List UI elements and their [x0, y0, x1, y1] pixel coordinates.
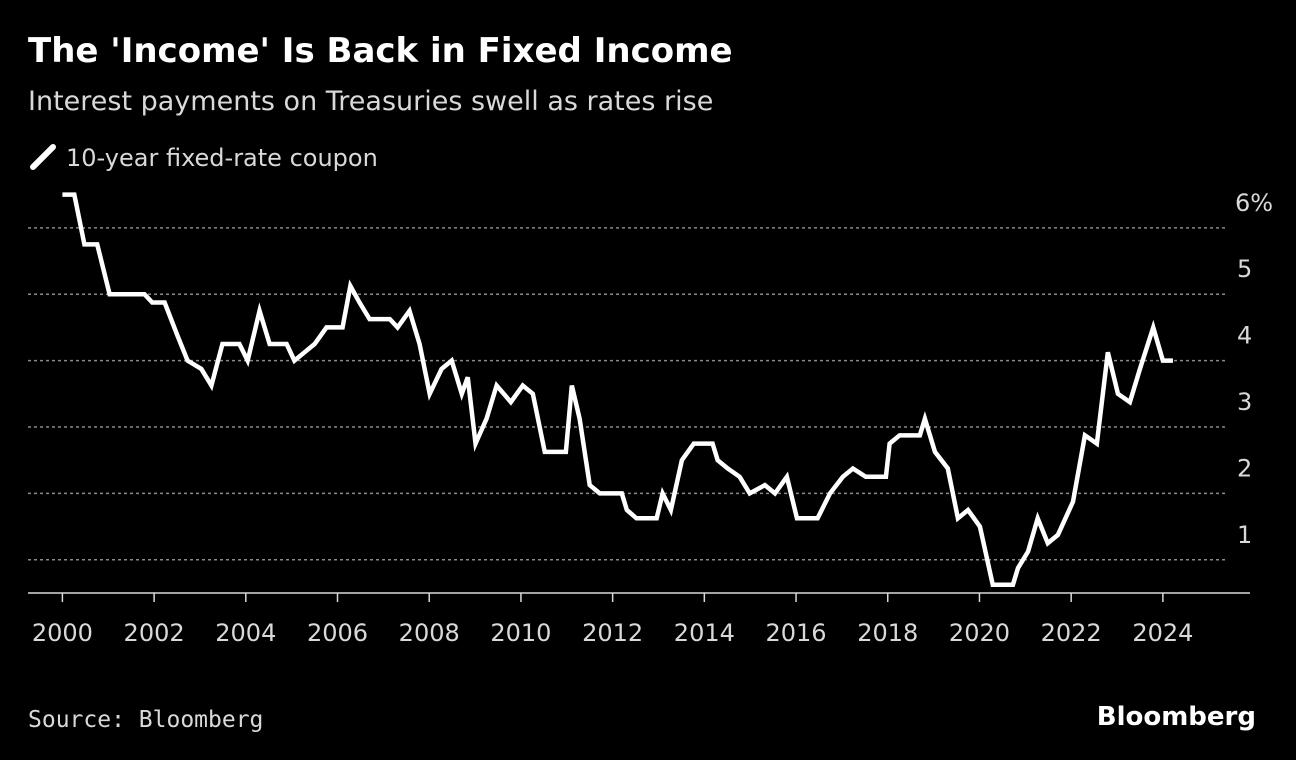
- x-tick-label: 2004: [215, 619, 276, 647]
- x-tick-label: 2020: [949, 619, 1010, 647]
- y-tick-label: 4: [1237, 322, 1252, 350]
- legend-label: 10-year fixed-rate coupon: [66, 144, 378, 172]
- x-tick-label: 2008: [399, 619, 460, 647]
- x-tick-label: 2016: [766, 619, 827, 647]
- chart-title: The 'Income' Is Back in Fixed Income: [28, 31, 733, 71]
- y-tick-label: 6%: [1235, 189, 1273, 217]
- y-tick-label: 3: [1237, 388, 1252, 416]
- source: Source: Bloomberg: [28, 707, 263, 733]
- x-tick-label: 2010: [490, 619, 551, 647]
- chart-subtitle: Interest payments on Treasuries swell as…: [28, 86, 713, 117]
- logo: Bloomberg: [1097, 702, 1256, 732]
- x-tick-label: 2014: [674, 619, 735, 647]
- line-series: [62, 192, 1173, 587]
- y-tick-label: 5: [1237, 255, 1252, 283]
- x-tick-label: 2018: [857, 619, 918, 647]
- x-tick-label: 2024: [1132, 619, 1193, 647]
- x-tick-label: 2012: [582, 619, 643, 647]
- x-tick-label: 2002: [124, 619, 185, 647]
- y-tick-label: 1: [1237, 521, 1252, 549]
- legend-icon: [30, 144, 56, 170]
- y-tick-label: 2: [1237, 454, 1252, 482]
- x-tick-label: 2000: [32, 619, 93, 647]
- x-tick-label: 2022: [1041, 619, 1102, 647]
- x-tick-label: 2006: [307, 619, 368, 647]
